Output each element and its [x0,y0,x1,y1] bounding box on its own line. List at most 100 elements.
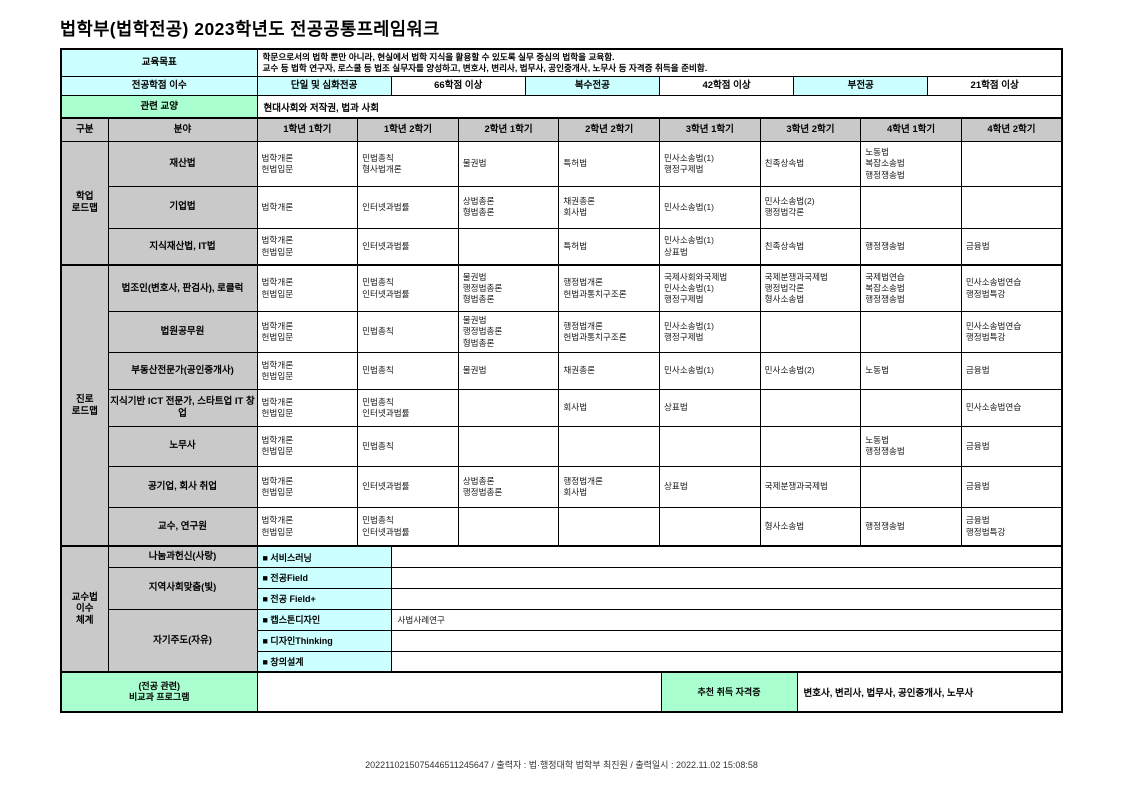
course-cell: 친족상속법 [759,227,862,266]
course-cell [860,185,962,229]
table-row: 지역사회맞춤(빛) ■ 전공Field [61,566,1063,610]
footer-text: 2022110215075446511245647 / 출력자 : 법·행정대학… [365,760,758,770]
col-header-y2s1: 2학년 1학기 [457,117,560,142]
course-cell: 법학개론 헌법입문 [256,388,359,427]
field-label: 부동산전문가(공인중개사) [107,351,258,390]
course-cell: 민사소송법연습 [960,388,1063,427]
course-cell: 민법총칙 인터넷과법률 [357,264,459,312]
course-cell: 민사소송법(2) 행정법각론 [759,185,862,229]
col-header-y3s1: 3학년 1학기 [659,117,761,142]
curriculum-framework-page: 법학부(법학전공) 2023학년도 전공공통프레임워크 교육목표 학문으로서의 … [60,16,1063,714]
pedagogy-note [390,566,1063,589]
course-cell: 민사소송법연습 행정법특강 [960,310,1063,353]
course-cell: 행정법개론 헌법과통치구조론 [558,310,660,353]
course-cell [659,425,761,467]
field-label: 지식기반 ICT 전문가, 스타트업 IT 창업 [107,388,258,427]
table-row: 노무사 법학개론 헌법입문 민법총칙 노동법 행정쟁송법 금융법 [61,425,1063,467]
pedagogy-item: ■ 디자인Thinking [256,629,392,652]
course-cell [659,506,761,547]
course-cell: 민법총칙 [357,425,459,467]
table-row: 지식재산법, IT법 법학개론 헌법입문 인터넷과법률 특허법 민사소송법(1)… [61,227,1063,266]
course-cell: 민사소송법(2) [759,351,862,390]
course-cell: 법학개론 헌법입문 [256,140,359,187]
course-cell: 법학개론 헌법입문 [256,425,359,467]
table-row: 학업 로드맵 재산법 법학개론 헌법입문 민법총칙 형사법개론 물권법 특허법 … [60,140,1063,266]
course-cell: 민법총칙 [357,310,459,353]
course-cell: 노동법 복잡소송법 행정쟁송법 [860,140,962,187]
course-cell [860,310,962,353]
course-cell: 민사소송법(1) [659,185,761,229]
table-row: 진로 로드맵 법조인(변호사, 판검사), 로클럭 법학개론 헌법입문 민법총칙… [60,264,1063,547]
course-cell: 국제분쟁과국제법 행정법각론 형사소송법 [759,264,862,312]
course-cell: 상법총론 행정법총론 [457,465,560,508]
course-cell [960,185,1063,229]
course-cell: 법학개론 헌법입문 [256,351,359,390]
table-header-row: 구분 분야 1학년 1학기 1학년 2학기 2학년 1학기 2학년 2학기 3학… [60,117,1063,142]
course-cell: 인터넷과법률 [357,465,459,508]
extracurricular-program-label: (전공 관련) 비교과 프로그램 [60,671,258,713]
table-row: 지식기반 ICT 전문가, 스타트업 IT 창업 법학개론 헌법입문 민법총칙 … [61,388,1063,427]
table-row: 자기주도(자유) ■ 캡스톤디자인 사법사례연구 [61,608,1063,673]
table-row: ■ 전공 Field+ [61,587,1063,610]
pedagogy-note [390,545,1063,568]
course-cell: 민법총칙 형사법개론 [357,140,459,187]
group-label-pedagogy: 교수법 이수 체계 [60,545,109,673]
group-label-academic: 학업 로드맵 [60,140,109,266]
course-cell: 법학개론 헌법입문 [256,310,359,353]
course-cell [759,425,862,467]
recommended-license-label: 추천 취득 자격증 [660,671,798,713]
course-cell: 민법총칙 인터넷과법률 [357,388,459,427]
col-header-y4s1: 4학년 1학기 [860,117,962,142]
course-cell: 행정쟁송법 [860,506,962,547]
field-label: 교수, 연구원 [107,506,258,547]
pedagogy-category: 지역사회맞춤(빛) [107,566,258,610]
course-cell: 인터넷과법률 [357,227,459,266]
credits-single-major-label: 단일 및 심화전공 [256,76,392,97]
course-cell [457,388,560,427]
course-cell [860,465,962,508]
course-cell: 민법총칙 인터넷과법률 [357,506,459,547]
pedagogy-category: 나눔과헌신(사랑) [107,545,258,568]
pedagogy-item: ■ 캡스톤디자인 [256,608,392,631]
field-label: 법조인(변호사, 판검사), 로클럭 [107,264,258,312]
pedagogy-note [390,629,1063,652]
course-cell: 상표법 [659,465,761,508]
extracurricular-program-content [256,671,662,713]
field-label: 법원공무원 [107,310,258,353]
col-header-field: 분야 [107,117,258,142]
course-cell [759,388,862,427]
course-cell: 국제사회와국제법 민사소송법(1) 행정구제법 [659,264,761,312]
course-cell: 행정법개론 헌법과통치구조론 [558,264,660,312]
pedagogy-item: ■ 창의설계 [256,650,392,673]
table-row: 교수법 이수 체계 나눔과헌신(사랑) ■ 서비스러닝 [60,545,1063,673]
course-cell: 상법총론 형법총론 [457,185,560,229]
course-cell: 금융법 [960,425,1063,467]
course-cell: 형사소송법 [759,506,862,547]
course-cell: 인터넷과법률 [357,185,459,229]
field-label: 기업법 [107,185,258,229]
col-header-y3s2: 3학년 2학기 [759,117,862,142]
objective-text: 학문으로서의 법학 뿐만 아니라, 현실에서 법학 지식을 활용할 수 있도록 … [256,48,1063,78]
course-cell: 금융법 [960,227,1063,266]
pedagogy-note [390,587,1063,610]
col-header-gubun: 구분 [60,117,109,142]
table-row: 부동산전문가(공인중개사) 법학개론 헌법입문 민법총칙 물권법 채권총론 민사… [61,351,1063,390]
course-cell: 국제분쟁과국제법 [759,465,862,508]
course-cell: 법학개론 [256,185,359,229]
field-label: 공기업, 회사 취업 [107,465,258,508]
course-cell: 회사법 [558,388,660,427]
col-header-y1s1: 1학년 1학기 [256,117,359,142]
course-cell [759,310,862,353]
roadmap-table: 구분 분야 1학년 1학기 1학년 2학기 2학년 1학기 2학년 2학기 3학… [60,116,1063,548]
pedagogy-item: ■ 서비스러닝 [256,545,392,568]
course-cell: 물권법 행정법총론 형법총론 [457,264,560,312]
course-cell: 민사소송법연습 행정법특강 [960,264,1063,312]
course-cell: 상표법 [659,388,761,427]
course-cell [457,227,560,266]
course-cell [558,425,660,467]
course-cell [457,506,560,547]
course-cell: 법학개론 헌법입문 [256,264,359,312]
course-cell: 물권법 행정법총론 형법총론 [457,310,560,353]
course-cell: 국제법연습 복잡소송법 행정쟁송법 [860,264,962,312]
recommended-license-text: 변호사, 변리사, 법무사, 공인중개사, 노무사 [796,671,1063,713]
